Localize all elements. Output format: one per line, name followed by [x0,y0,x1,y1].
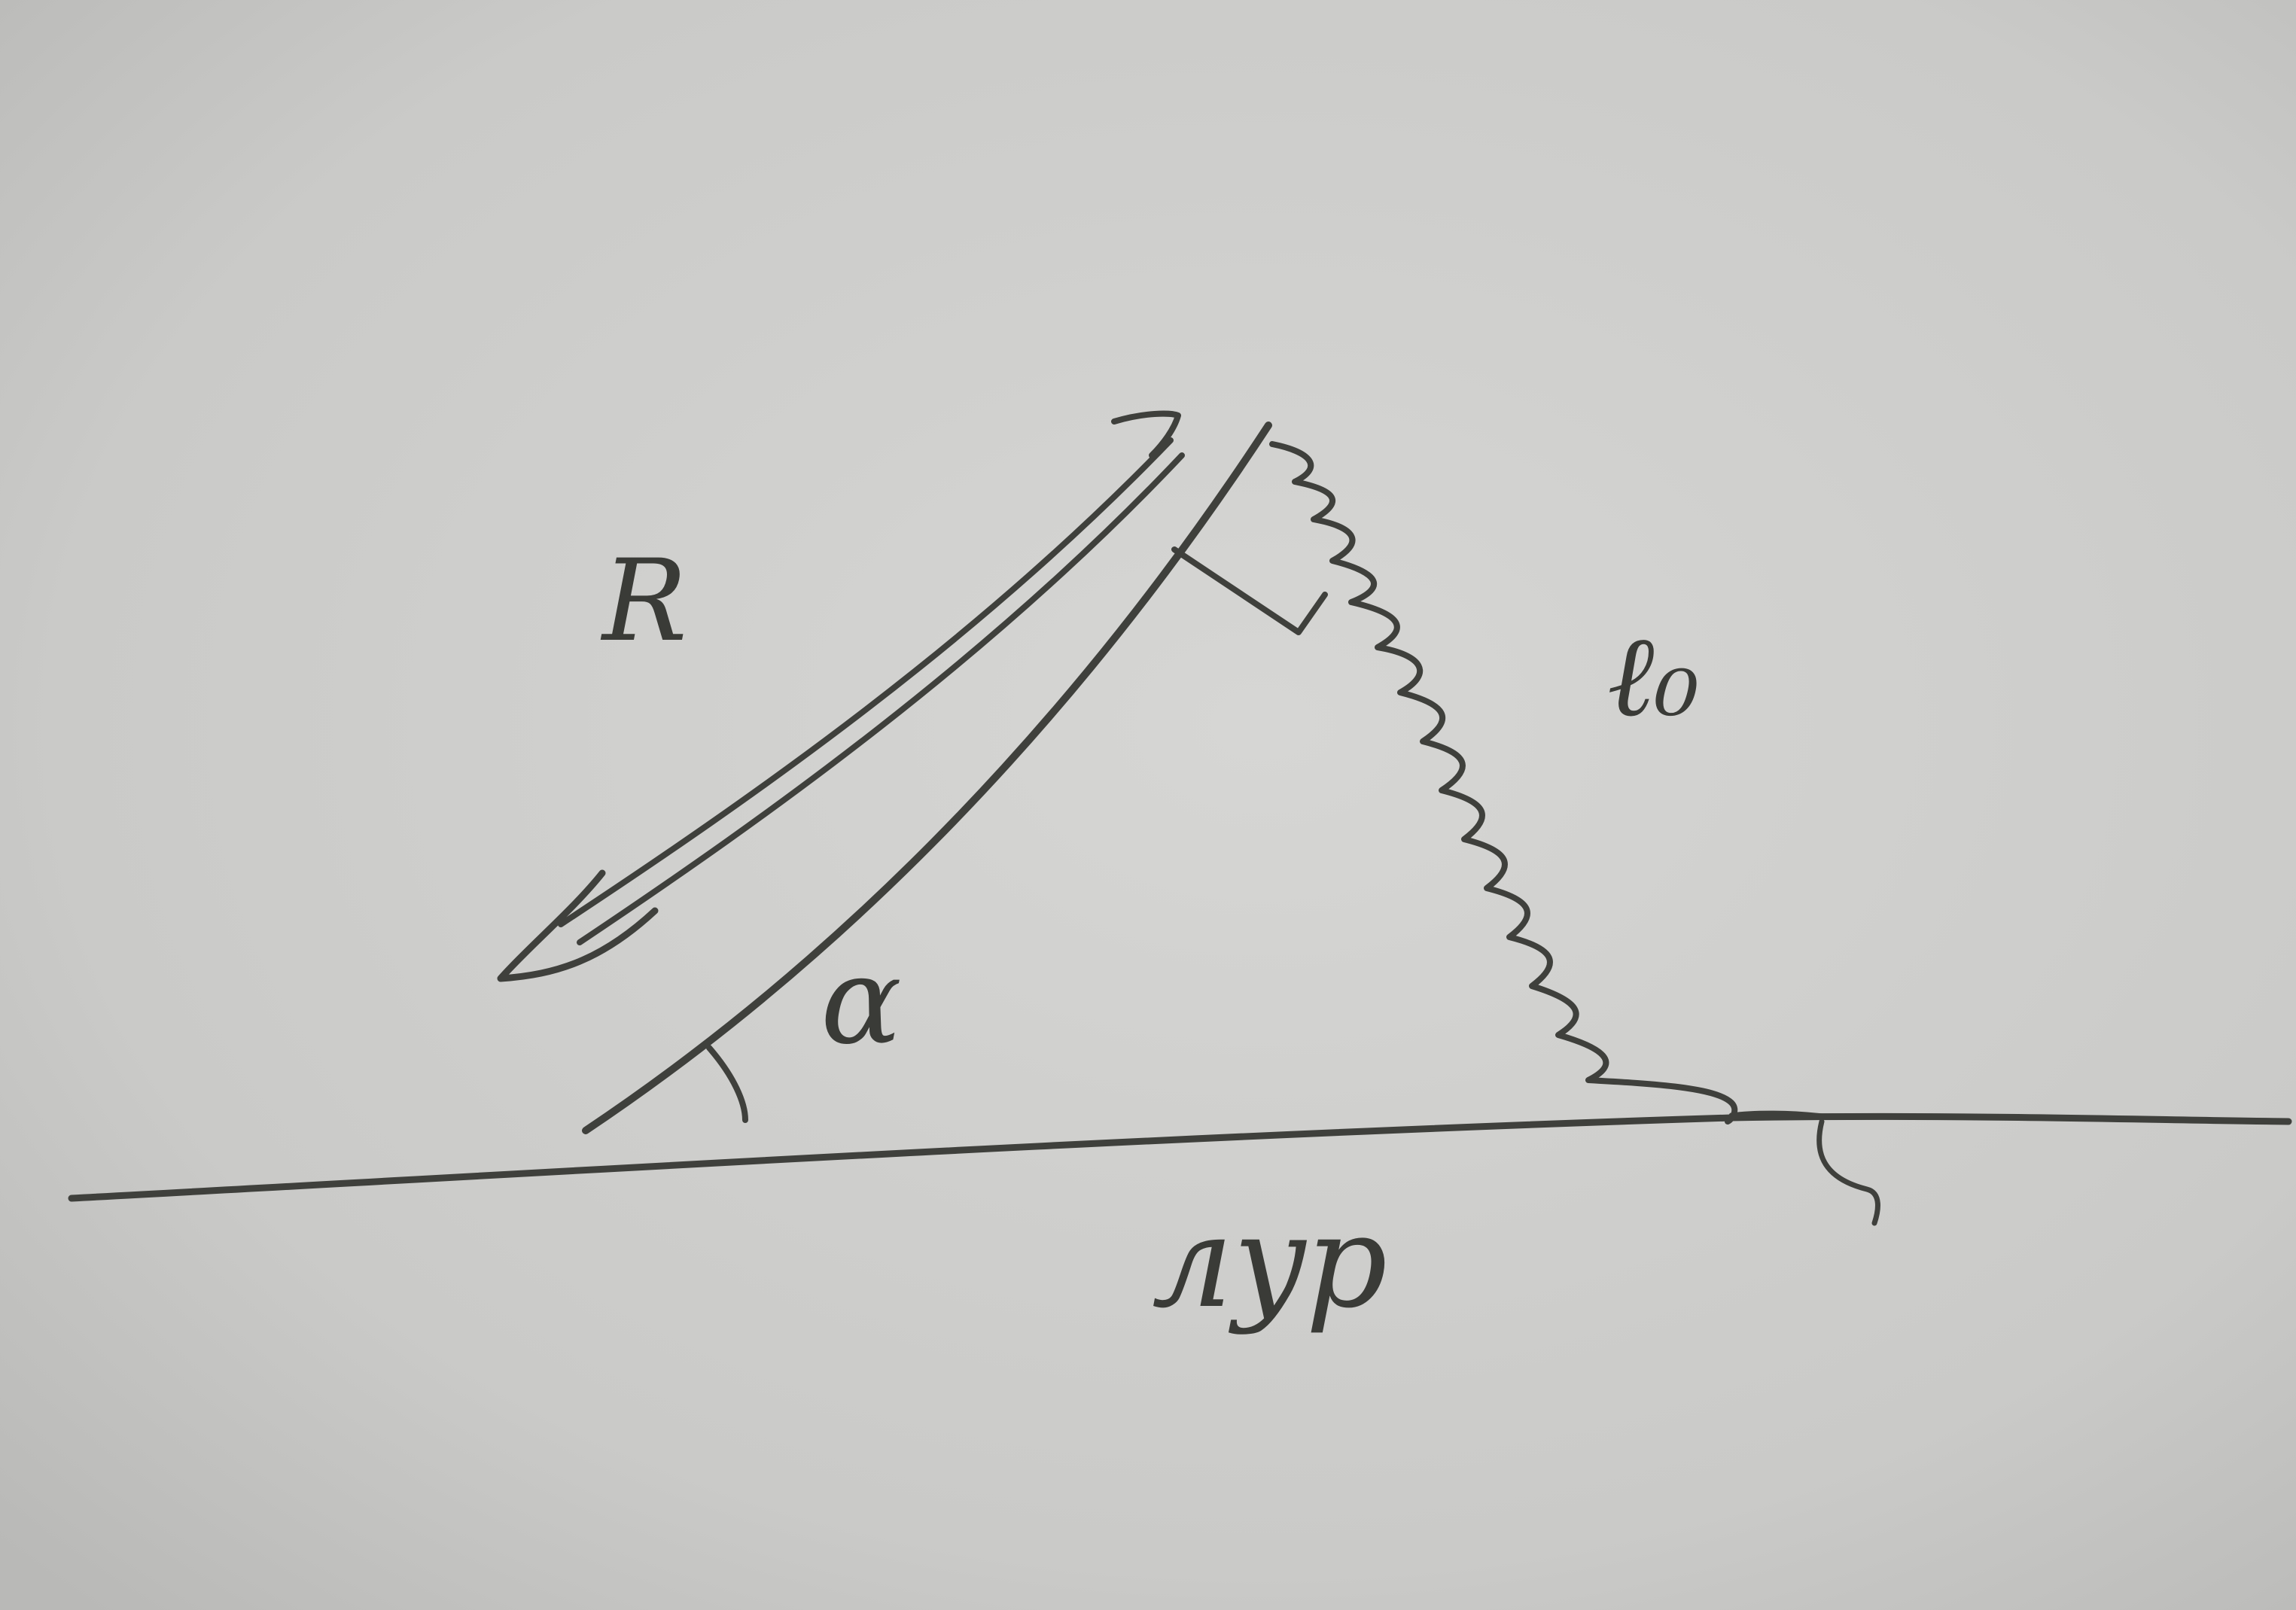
ground-label: лyp [1152,1188,1387,1337]
right-angle-marker [1171,546,1328,635]
force-arrow-tail-head [497,869,659,982]
inclined-rod [582,422,1272,1134]
force-label: R [600,536,687,667]
angle-arc [706,1045,748,1123]
spring [1269,441,1738,1125]
angle-label: α [821,930,902,1071]
ground-hatch [1728,1110,1880,1226]
force-arrow-shaft-2 [577,452,1185,945]
ground-line [68,1112,2292,1202]
spring-label: ℓ₀ [1607,611,1700,742]
force-arrow-tip-head [1111,410,1181,458]
force-arrow-shaft-1 [558,437,1174,927]
